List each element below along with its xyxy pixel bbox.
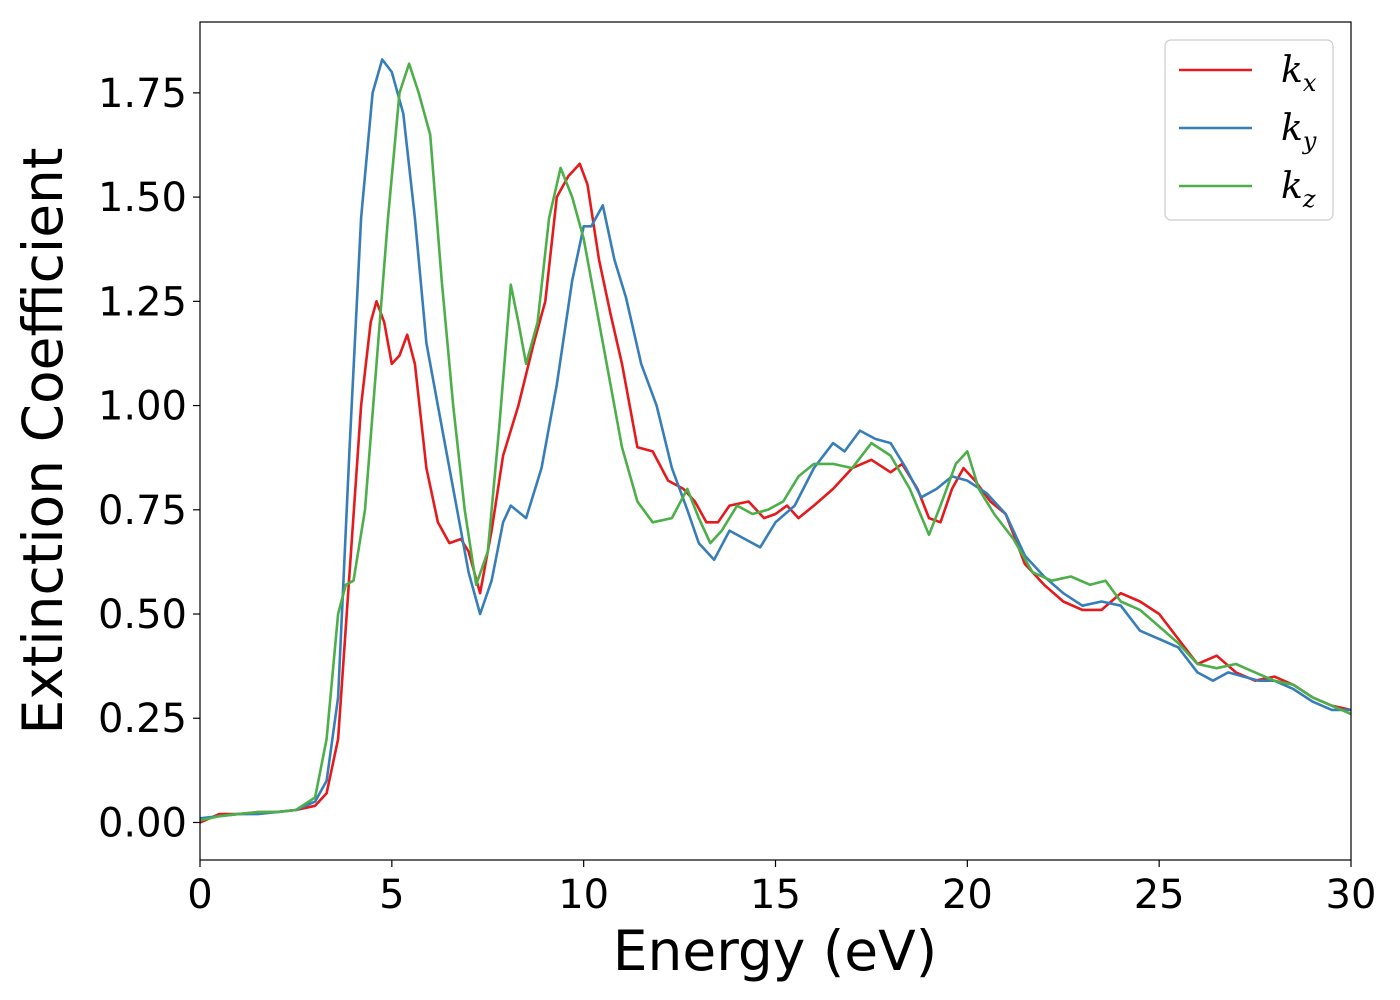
legend: kx ky kz (1164, 39, 1334, 221)
legend-label-ky: ky (1281, 108, 1317, 155)
x-tick-label: 0 (187, 872, 212, 918)
y-tick-label: 1.50 (98, 175, 187, 221)
series-line-kz (200, 62, 1351, 822)
y-tick-label: 1.00 (98, 384, 187, 430)
x-axis-title: Energy (eV) (613, 919, 937, 983)
x-tick-label: 10 (558, 872, 609, 918)
x-tick-label: 5 (379, 872, 404, 918)
y-tick-label: 1.75 (98, 71, 187, 117)
y-tick-label: 1.25 (98, 279, 187, 325)
x-tick-label: 25 (1134, 872, 1185, 918)
x-tick-label: 20 (942, 872, 993, 918)
series-line-kx (200, 162, 1351, 824)
legend-label-kx: kx (1281, 50, 1317, 97)
x-tick-label: 15 (750, 872, 801, 918)
y-tick-label: 0.00 (98, 800, 187, 846)
x-axis: 0 5 10 15 20 25 30 (187, 860, 1376, 918)
series-layer (200, 58, 1351, 824)
legend-label-kz: kz (1281, 166, 1316, 213)
x-tick-label: 30 (1326, 872, 1377, 918)
legend-box (1164, 39, 1334, 221)
y-tick-label: 0.75 (98, 488, 187, 534)
y-axis-title: Extinction Coefficient (11, 148, 75, 735)
y-tick-label: 0.50 (98, 592, 187, 638)
series-line-ky (200, 58, 1351, 820)
y-tick-label: 0.25 (98, 696, 187, 742)
y-axis: 0.00 0.25 0.50 0.75 1.00 1.25 1.50 1.75 (98, 71, 200, 846)
